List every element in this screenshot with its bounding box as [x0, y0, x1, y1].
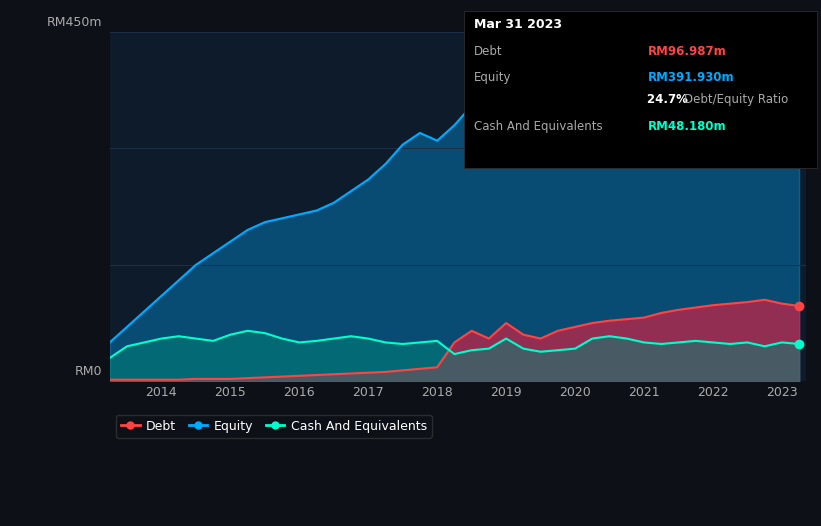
Text: RM391.930m: RM391.930m — [648, 71, 734, 84]
Text: 24.7%: 24.7% — [648, 93, 692, 106]
Legend: Debt, Equity, Cash And Equivalents: Debt, Equity, Cash And Equivalents — [116, 415, 432, 438]
Text: RM0: RM0 — [76, 365, 103, 378]
Text: RM48.180m: RM48.180m — [648, 119, 726, 133]
Text: Cash And Equivalents: Cash And Equivalents — [474, 119, 603, 133]
Text: Debt: Debt — [474, 45, 502, 58]
Text: Equity: Equity — [474, 71, 511, 84]
Text: RM96.987m: RM96.987m — [648, 45, 727, 58]
Text: RM450m: RM450m — [48, 16, 103, 28]
Text: Mar 31 2023: Mar 31 2023 — [474, 18, 562, 31]
Text: Debt/Equity Ratio: Debt/Equity Ratio — [684, 93, 788, 106]
